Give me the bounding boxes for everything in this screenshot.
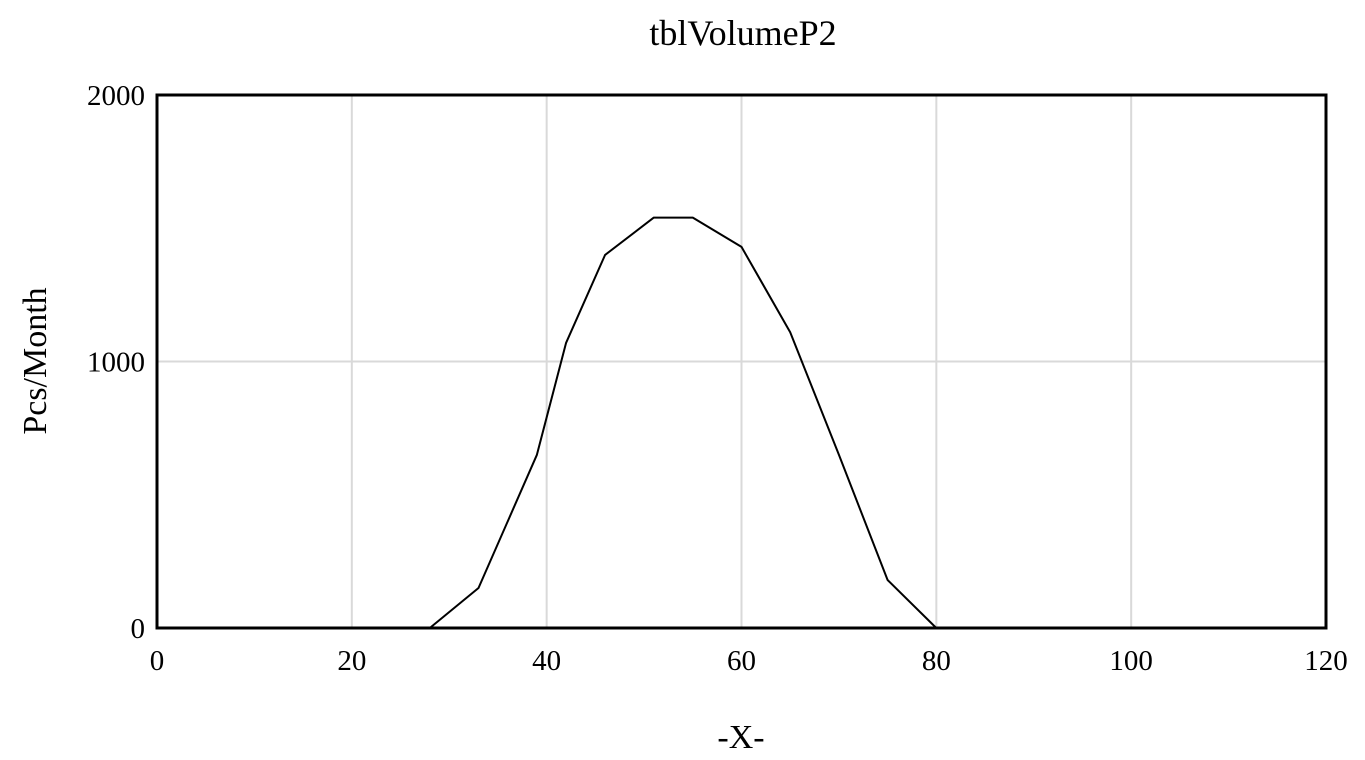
x-tick-label: 20 — [337, 645, 366, 677]
y-tick-label: 1000 — [87, 347, 145, 379]
x-tick-label: 60 — [727, 645, 756, 677]
x-tick-label: 80 — [922, 645, 951, 677]
series-line — [157, 216, 1326, 629]
x-tick-label: 40 — [532, 645, 561, 677]
y-axis-label: Pcs/Month — [17, 287, 54, 434]
plot-frame — [155, 93, 1328, 630]
x-axis-label: -X- — [717, 719, 764, 756]
x-tick-label: 0 — [150, 645, 165, 677]
grid — [157, 95, 1326, 628]
y-axis-ticks: 0 1000 2000 — [87, 80, 145, 645]
chart-title: tblVolumeP2 — [649, 13, 836, 53]
y-tick-label: 2000 — [87, 80, 145, 112]
y-tick-label: 0 — [131, 613, 146, 645]
series-layer — [157, 216, 1326, 629]
x-tick-label: 120 — [1304, 645, 1348, 677]
x-axis-ticks: 0 20 40 60 80 100 120 — [150, 645, 1348, 677]
x-tick-label: 100 — [1109, 645, 1153, 677]
